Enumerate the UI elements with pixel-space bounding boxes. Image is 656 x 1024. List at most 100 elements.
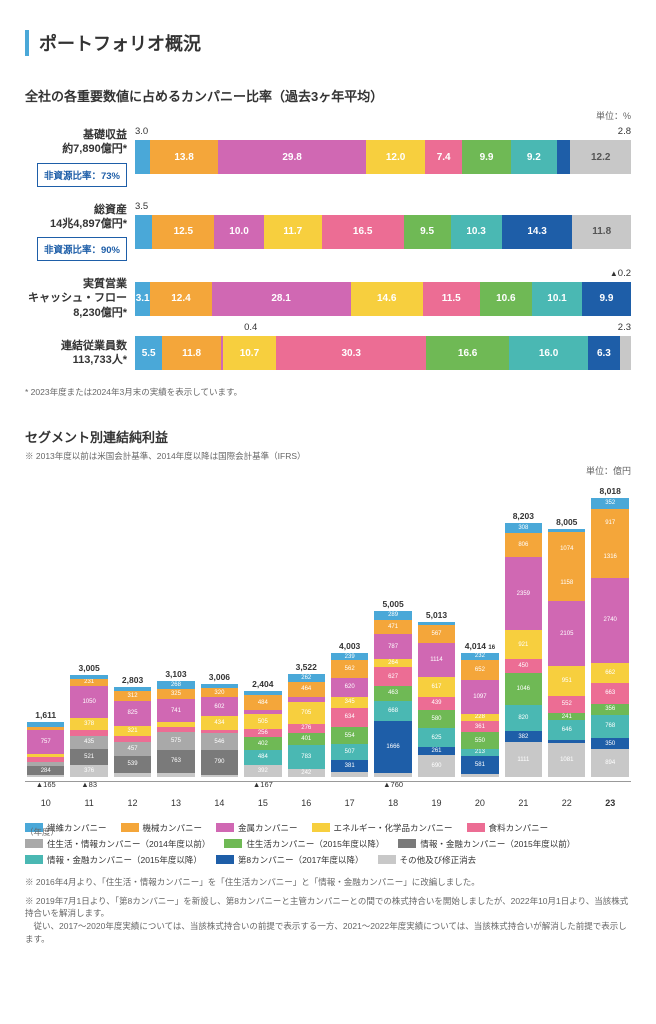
chart1-subtitle: 全社の各重要数値に占めるカンパニー比率（過去3ヶ年平均） bbox=[25, 86, 631, 105]
column-segment bbox=[201, 775, 238, 777]
column-segment: 567 bbox=[418, 625, 455, 643]
column-segment: 690 bbox=[418, 755, 455, 776]
hbar-segment: 10.6 bbox=[480, 282, 532, 316]
legend-item: 食料カンパニー bbox=[467, 822, 549, 834]
chart2-subnote: ※ 2013年度以前は米国会計基準、2014年度以降は国際会計基準（IFRS） bbox=[25, 450, 631, 462]
column-segment: 435 bbox=[70, 736, 107, 749]
xaxis-tick: 15 bbox=[244, 798, 281, 808]
hbar-segment: 29.8 bbox=[218, 140, 366, 174]
column-segment: 1666 bbox=[374, 721, 411, 773]
column-segment: 439 bbox=[418, 697, 455, 711]
xaxis-tick: 20 bbox=[461, 798, 498, 808]
column-segment: 457 bbox=[114, 742, 151, 756]
legend-item: 金属カンパニー bbox=[216, 822, 298, 834]
column-segment: 361 bbox=[461, 721, 498, 732]
legend-item: 情報・金融カンパニー（2015年度以降） bbox=[25, 854, 202, 866]
hbar-segment: 28.1 bbox=[212, 282, 351, 316]
column-segment: 1046 bbox=[505, 673, 542, 705]
column-segment: 820 bbox=[505, 705, 542, 730]
chart-column: 8,0051081646241552951210511581074 bbox=[548, 529, 585, 777]
column-segment: 790 bbox=[201, 750, 238, 774]
chart-column: 1,611284757▲165 bbox=[27, 722, 64, 777]
column-segment: 312 bbox=[114, 691, 151, 701]
column-segment: 1081 bbox=[548, 743, 585, 776]
column-segment: 894 bbox=[591, 749, 628, 777]
column-segment: 320 bbox=[201, 688, 238, 698]
column-segment: 325 bbox=[157, 689, 194, 699]
column-segment: 241 bbox=[548, 713, 585, 720]
page-title: ポートフォリオ概況 bbox=[25, 30, 631, 56]
column-segment: 264 bbox=[374, 659, 411, 667]
column-segment: 921 bbox=[505, 630, 542, 659]
hbar-segment: 16.5 bbox=[322, 215, 404, 249]
chart2-footnotes: ※ 2016年4月より、「住生活・情報カンパニー」を「住生活カンパニー」と「情報… bbox=[25, 876, 631, 946]
column-segment: 627 bbox=[374, 667, 411, 686]
hbar-title: 基礎収益 bbox=[25, 128, 127, 142]
column-segment: 392 bbox=[244, 765, 281, 777]
column-segment: 646 bbox=[548, 720, 585, 740]
column-segment: 539 bbox=[114, 756, 151, 773]
hbar-title2: キャッシュ・フロー bbox=[25, 291, 127, 305]
column-segment: 634 bbox=[331, 708, 368, 728]
hbars-container: 基礎収益約7,890億円*非資源比率：73%13.829.812.07.49.9… bbox=[25, 128, 631, 370]
hbar-value: 14兆4,897億円* bbox=[25, 217, 127, 231]
xaxis-tick: 19 bbox=[418, 798, 455, 808]
footnote: ※ 2019年7月1日より、「第8カンパニー」を新設し、第8カンパニーと主管カン… bbox=[25, 895, 631, 946]
chart-column: 2,404392484402256505484▲167 bbox=[244, 691, 281, 777]
xaxis-tick: 17 bbox=[331, 798, 368, 808]
hbar-segment: 6.3 bbox=[588, 336, 619, 370]
column-segment: 741 bbox=[157, 699, 194, 722]
chart-column: 4,014 165812135503612281097652232 bbox=[461, 653, 498, 777]
hbar-title: 実質営業 bbox=[25, 277, 127, 291]
column-segment: 951 bbox=[548, 666, 585, 695]
column-segment: 652 bbox=[461, 660, 498, 680]
column-segment: 256 bbox=[244, 729, 281, 737]
hbar-segment: 11.8 bbox=[162, 336, 221, 370]
column-segment: 356 bbox=[591, 704, 628, 715]
column-segment: 350 bbox=[591, 738, 628, 749]
column-segment bbox=[331, 772, 368, 777]
column-segment: 321 bbox=[114, 726, 151, 736]
legend-item: 住生活・情報カンパニー（2014年度以前） bbox=[25, 838, 210, 850]
column-segment: 507 bbox=[331, 744, 368, 760]
column-segment: 2740 bbox=[591, 578, 628, 663]
column-segment: 668 bbox=[374, 701, 411, 722]
hbar-segment: 11.7 bbox=[264, 215, 322, 249]
chart2-subtitle: セグメント別連結純利益 bbox=[25, 427, 631, 446]
xaxis-tick: 16 bbox=[288, 798, 325, 808]
hbar-segment: 14.6 bbox=[351, 282, 423, 316]
column-segment: 1074 bbox=[548, 532, 585, 565]
column-segment: 546 bbox=[201, 733, 238, 750]
footnote: ※ 2016年4月より、「住生活・情報カンパニー」を「住生活カンパニー」と「情報… bbox=[25, 876, 631, 889]
xaxis-tick: 18 bbox=[374, 798, 411, 808]
chart-column: 4,003381507554634345620562239 bbox=[331, 653, 368, 777]
column-segment: 562 bbox=[331, 660, 368, 677]
hbar-segment: 12.5 bbox=[152, 215, 214, 249]
hbar-segment: 14.3 bbox=[502, 215, 573, 249]
column-segment: 231 bbox=[70, 679, 107, 686]
xaxis-tick: 12 bbox=[114, 798, 151, 808]
column-segment: 471 bbox=[374, 620, 411, 635]
xaxis-tick: 13 bbox=[157, 798, 194, 808]
column-segment: 352 bbox=[591, 498, 628, 509]
column-segment: 505 bbox=[244, 714, 281, 730]
chart-column: 3,103763575741325268 bbox=[157, 681, 194, 777]
xaxis-tick: 22 bbox=[548, 798, 585, 808]
hbar-segment: 30.3 bbox=[276, 336, 426, 370]
column-segment: 552 bbox=[548, 696, 585, 713]
column-segment: 550 bbox=[461, 732, 498, 749]
column-segment: 705 bbox=[288, 702, 325, 724]
hbar-value: 約7,890億円* bbox=[25, 142, 127, 156]
hbar-segment: 11.8 bbox=[572, 215, 630, 249]
chart-column: 2,803539457321825312 bbox=[114, 687, 151, 777]
hbar-segment bbox=[135, 215, 152, 249]
hbar-segment: 12.4 bbox=[150, 282, 211, 316]
column-segment: 242 bbox=[288, 769, 325, 776]
column-segment: 262 bbox=[288, 674, 325, 682]
hbar-segment: 9.9 bbox=[582, 282, 631, 316]
chart-column: 3,0053765214353781050231▲83 bbox=[70, 675, 107, 777]
column-segment: 450 bbox=[505, 659, 542, 673]
chart1-footnote: * 2023年度または2024年3月末の実績を表示しています。 bbox=[25, 386, 631, 399]
column-segment: 1158 bbox=[548, 565, 585, 601]
column-segment: 484 bbox=[244, 695, 281, 710]
